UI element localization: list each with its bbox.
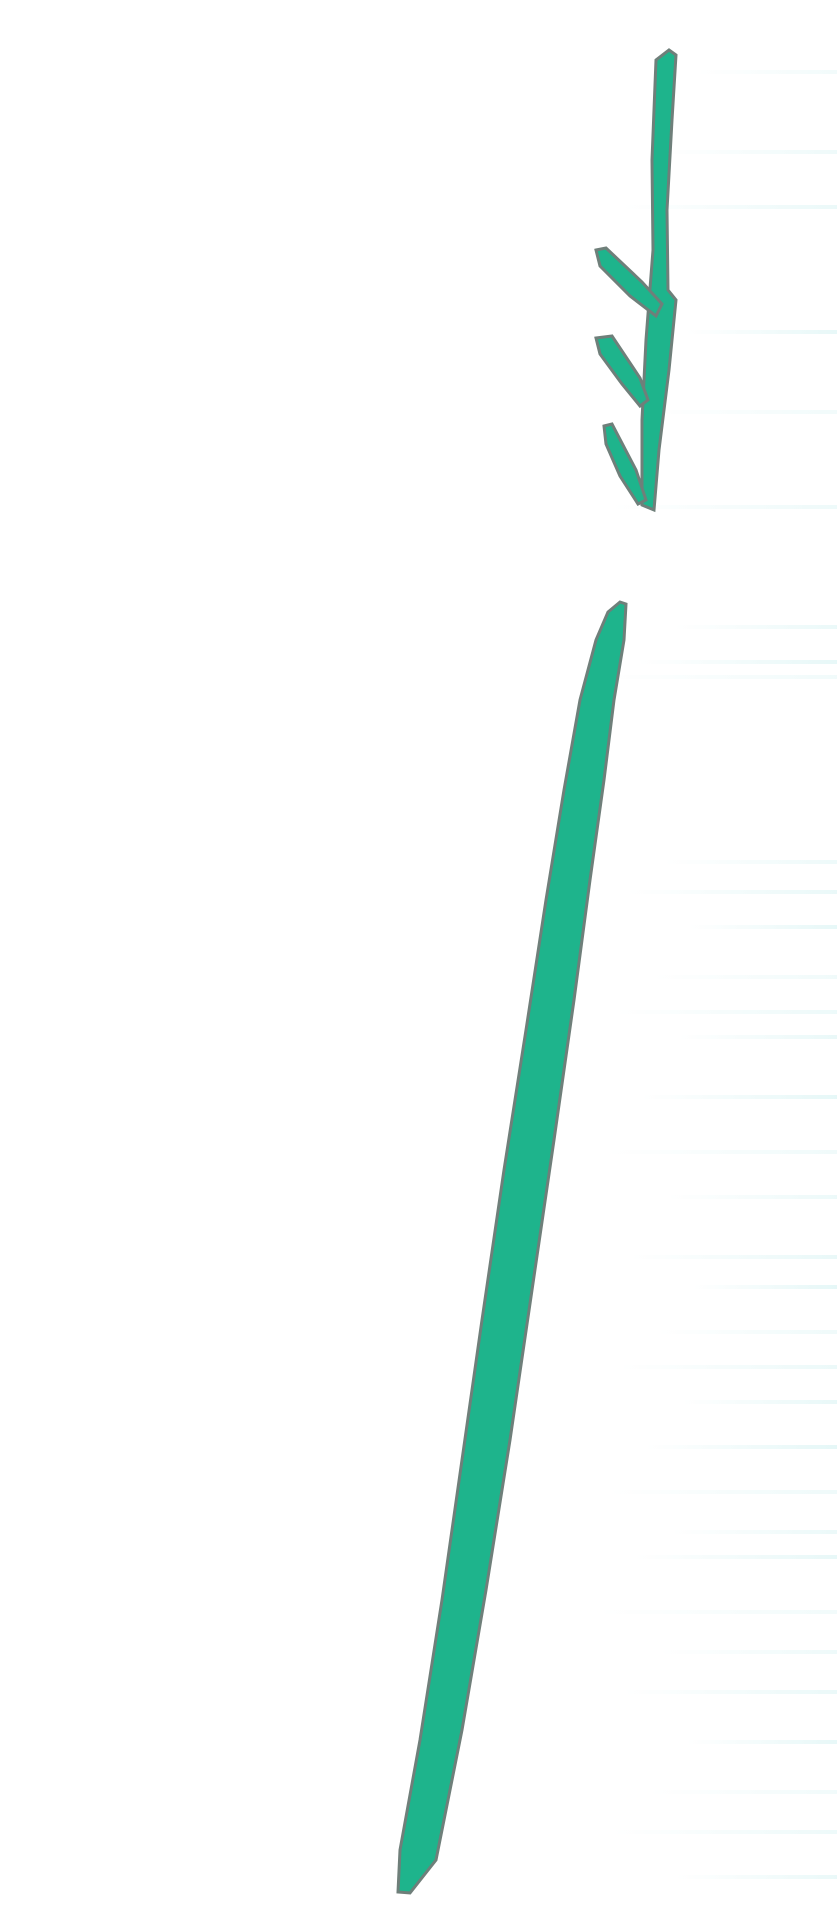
arrow-barb-middle: [594, 334, 650, 409]
arrow-shaft: [640, 48, 678, 513]
arrow-barb-upper: [594, 246, 664, 319]
diagonal-stroke-icon: [396, 600, 628, 1895]
arrow-barb-lower: [602, 422, 648, 506]
diagonal-stroke: [396, 600, 628, 1895]
down-arrow-sketch-icon: [594, 48, 678, 513]
